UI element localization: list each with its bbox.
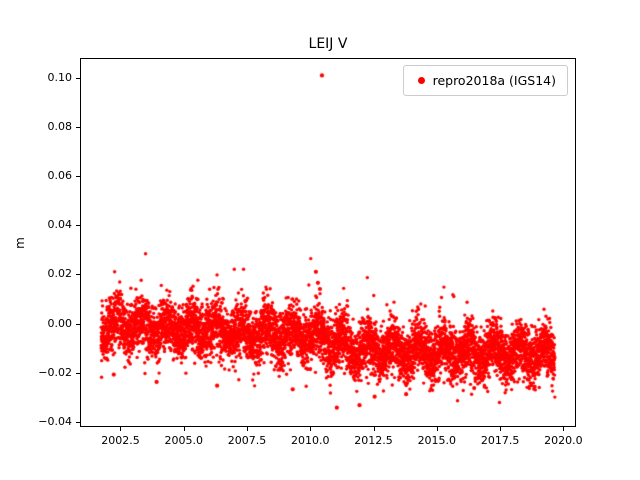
y-tick-mark <box>76 77 80 79</box>
x-tick-label: 2007.5 <box>227 434 267 447</box>
x-tick-label: 2017.5 <box>480 434 520 447</box>
legend-label: repro2018a (IGS14) <box>432 73 556 88</box>
x-tick-label: 2015.0 <box>417 434 457 447</box>
chart-title: LEIJ V <box>308 36 348 52</box>
x-tick-label: 2010.0 <box>291 434 330 447</box>
y-axis-label: m <box>12 237 27 249</box>
scatter-points-canvas <box>81 59 575 426</box>
y-tick-label: −0.02 <box>38 365 72 379</box>
y-tick-label: 0.00 <box>47 316 73 330</box>
y-tick-label: 0.04 <box>47 218 73 232</box>
x-tick-mark <box>500 427 502 431</box>
x-tick-mark <box>183 427 185 431</box>
legend: repro2018a (IGS14) <box>402 65 568 96</box>
y-tick-mark <box>76 372 80 374</box>
legend-marker-dot <box>417 77 425 84</box>
x-tick-label: 2002.5 <box>101 434 140 447</box>
y-tick-mark <box>76 126 80 128</box>
plot-area: repro2018a (IGS14) <box>80 58 576 427</box>
x-tick-mark <box>120 427 122 431</box>
y-tick-label: 0.10 <box>47 70 73 84</box>
x-tick-mark <box>563 427 565 431</box>
y-tick-mark <box>76 323 80 325</box>
y-tick-label: −0.04 <box>38 415 72 429</box>
x-tick-mark <box>247 427 249 431</box>
y-tick-label: 0.06 <box>47 169 73 183</box>
y-tick-mark <box>76 176 80 178</box>
x-tick-label: 2012.5 <box>354 434 393 447</box>
y-tick-label: 0.08 <box>47 119 73 133</box>
x-tick-mark <box>373 427 375 431</box>
x-tick-mark <box>436 427 438 431</box>
y-tick-mark <box>76 225 80 227</box>
y-tick-mark <box>76 422 80 424</box>
x-tick-mark <box>310 427 312 431</box>
x-tick-label: 2005.0 <box>164 434 204 447</box>
y-tick-label: 0.02 <box>47 267 73 281</box>
x-tick-label: 2020.0 <box>544 434 583 447</box>
y-tick-mark <box>76 274 80 276</box>
